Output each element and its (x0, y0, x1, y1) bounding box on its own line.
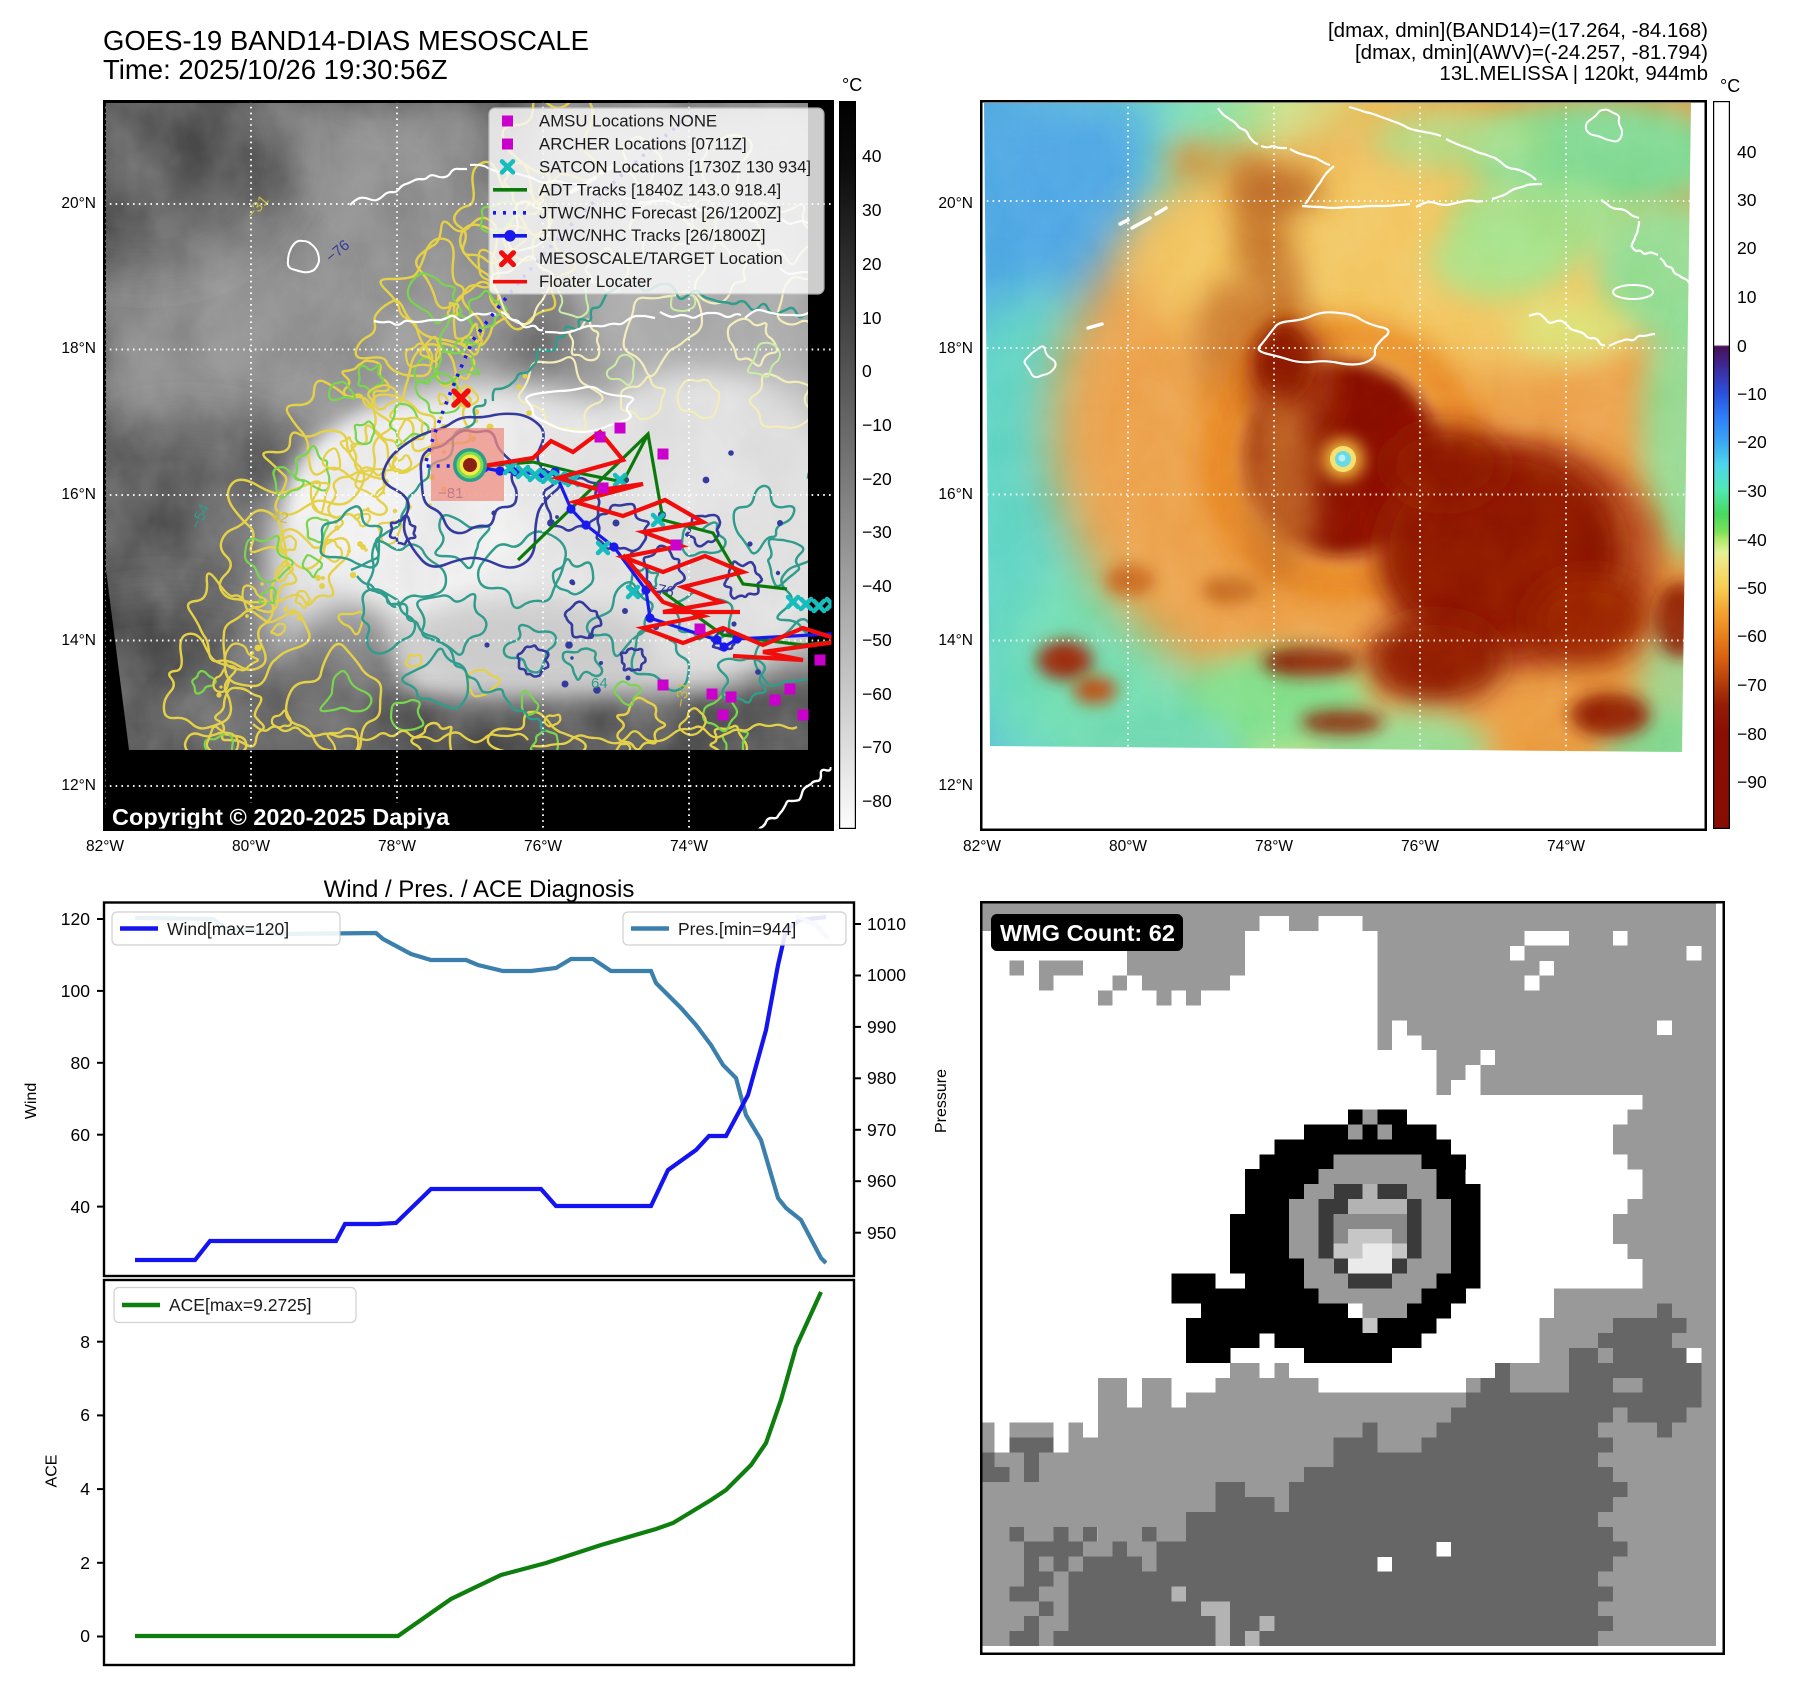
svg-text:ACE[max=9.2725]: ACE[max=9.2725] (169, 1295, 312, 1315)
svg-text:Pres.[min=944]: Pres.[min=944] (678, 919, 796, 939)
svg-text:Copyright © 2020-2025 Dapiya: Copyright © 2020-2025 Dapiya (112, 804, 450, 830)
svg-text:−54: −54 (802, 463, 823, 491)
svg-text:42: 42 (270, 507, 290, 527)
svg-text:JTWC/NHC Forecast [26/1200Z]: JTWC/NHC Forecast [26/1200Z] (539, 203, 781, 222)
svg-text:JTWC/NHC Tracks [26/1800Z]: JTWC/NHC Tracks [26/1800Z] (539, 226, 766, 245)
svg-text:ADT Tracks [1840Z 143.0 918.4]: ADT Tracks [1840Z 143.0 918.4] (539, 180, 781, 199)
svg-text:Floater Locater: Floater Locater (539, 272, 652, 291)
svg-text:WMG Count: 62: WMG Count: 62 (1000, 920, 1175, 946)
svg-text:SATCON Locations [1730Z 130 93: SATCON Locations [1730Z 130 934] (539, 157, 811, 176)
svg-text:MESOSCALE/TARGET Location: MESOSCALE/TARGET Location (539, 249, 783, 268)
svg-text:64: 64 (591, 675, 608, 692)
svg-text:ARCHER Locations [0711Z]: ARCHER Locations [0711Z] (539, 135, 747, 154)
svg-text:Wind[max=120]: Wind[max=120] (167, 919, 289, 939)
svg-text:AMSU Locations NONE: AMSU Locations NONE (539, 112, 717, 131)
